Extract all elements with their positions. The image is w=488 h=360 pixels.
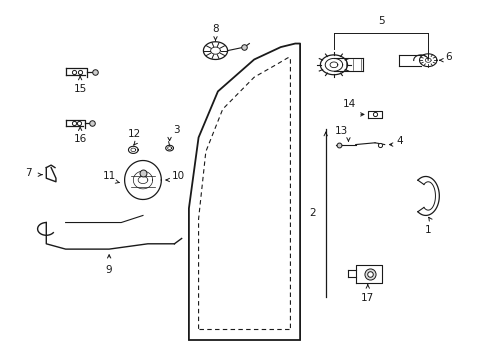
Text: 6: 6 bbox=[444, 51, 451, 62]
Text: 14: 14 bbox=[342, 99, 355, 109]
Text: 10: 10 bbox=[172, 171, 185, 181]
Text: 11: 11 bbox=[102, 171, 116, 181]
Text: 17: 17 bbox=[361, 293, 374, 303]
Text: 4: 4 bbox=[396, 136, 403, 146]
Text: 2: 2 bbox=[309, 208, 315, 218]
Text: 8: 8 bbox=[212, 24, 218, 33]
Text: 13: 13 bbox=[334, 126, 347, 136]
Text: 12: 12 bbox=[127, 129, 141, 139]
Text: 1: 1 bbox=[424, 225, 430, 235]
Text: 16: 16 bbox=[73, 134, 86, 144]
Text: 5: 5 bbox=[377, 16, 384, 26]
Text: 9: 9 bbox=[105, 265, 112, 275]
Text: 7: 7 bbox=[25, 168, 32, 178]
Text: 15: 15 bbox=[73, 84, 86, 94]
Text: 3: 3 bbox=[173, 125, 180, 135]
